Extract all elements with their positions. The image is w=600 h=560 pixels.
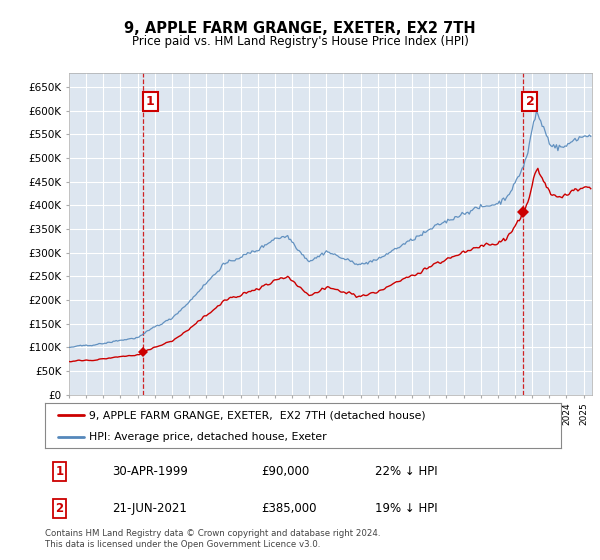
Text: 1: 1 <box>55 465 64 478</box>
Text: 9, APPLE FARM GRANGE, EXETER,  EX2 7TH (detached house): 9, APPLE FARM GRANGE, EXETER, EX2 7TH (d… <box>89 410 425 421</box>
Text: 21-JUN-2021: 21-JUN-2021 <box>112 502 187 515</box>
Text: Contains HM Land Registry data © Crown copyright and database right 2024.
This d: Contains HM Land Registry data © Crown c… <box>45 529 380 549</box>
Text: 30-APR-1999: 30-APR-1999 <box>112 465 188 478</box>
Text: 22% ↓ HPI: 22% ↓ HPI <box>375 465 438 478</box>
Text: HPI: Average price, detached house, Exeter: HPI: Average price, detached house, Exet… <box>89 432 326 442</box>
Text: Price paid vs. HM Land Registry's House Price Index (HPI): Price paid vs. HM Land Registry's House … <box>131 35 469 48</box>
Text: 1: 1 <box>146 95 155 108</box>
Text: £90,000: £90,000 <box>262 465 310 478</box>
Text: £385,000: £385,000 <box>262 502 317 515</box>
Text: 19% ↓ HPI: 19% ↓ HPI <box>375 502 438 515</box>
Text: 2: 2 <box>55 502 64 515</box>
Text: 9, APPLE FARM GRANGE, EXETER, EX2 7TH: 9, APPLE FARM GRANGE, EXETER, EX2 7TH <box>124 21 476 36</box>
Text: 2: 2 <box>526 95 535 108</box>
